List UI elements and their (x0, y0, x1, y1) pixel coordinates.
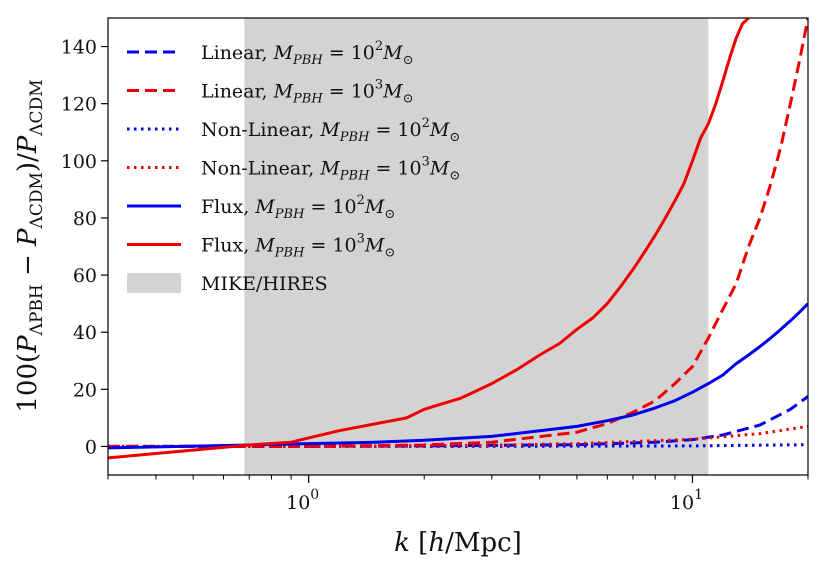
y-tick-label: 20 (73, 379, 97, 401)
legend-label-1: Linear, MPBH = 102M⊙ (201, 39, 414, 68)
y-tick-label: 120 (61, 94, 97, 116)
legend-swatch-shade (127, 273, 181, 293)
x-axis-label: k [h/Mpc] (394, 528, 522, 558)
series-layer (108, 18, 808, 460)
y-tick-label: 100 (61, 151, 97, 173)
y-axis-label: 100(PΛPBH − PΛCDM)/PΛCDM (13, 79, 47, 412)
y-tick-label: 40 (73, 322, 97, 344)
x-tick-label: 100 (286, 487, 319, 514)
series-line-5 (108, 302, 808, 450)
y-tick-label: 80 (73, 208, 97, 230)
mike-hires-band (244, 18, 709, 475)
legend-label-shade: MIKE/HIRES (201, 273, 328, 295)
plot-frame (107, 17, 809, 476)
y-tick-label: 60 (73, 265, 97, 287)
x-tick-label: 101 (670, 487, 703, 514)
series-line-4 (108, 424, 808, 448)
legend-label-6: Flux, MPBH = 103M⊙ (201, 232, 395, 261)
y-tick-label: 0 (85, 436, 97, 458)
legend-label-3: Non-Linear, MPBH = 102M⊙ (201, 116, 460, 145)
legend-label-2: Linear, MPBH = 103M⊙ (201, 78, 414, 107)
y-tick-label: 140 (61, 37, 97, 59)
legend: Linear, MPBH = 102M⊙ Linear, MPBH = 103M⊙… (127, 39, 460, 295)
series-line-6 (108, 18, 750, 460)
legend-label-5: Flux, MPBH = 102M⊙ (201, 193, 395, 222)
shade-layer (244, 18, 709, 475)
legend-label-4: Non-Linear, MPBH = 103M⊙ (201, 155, 460, 184)
series-line-2 (108, 18, 808, 448)
